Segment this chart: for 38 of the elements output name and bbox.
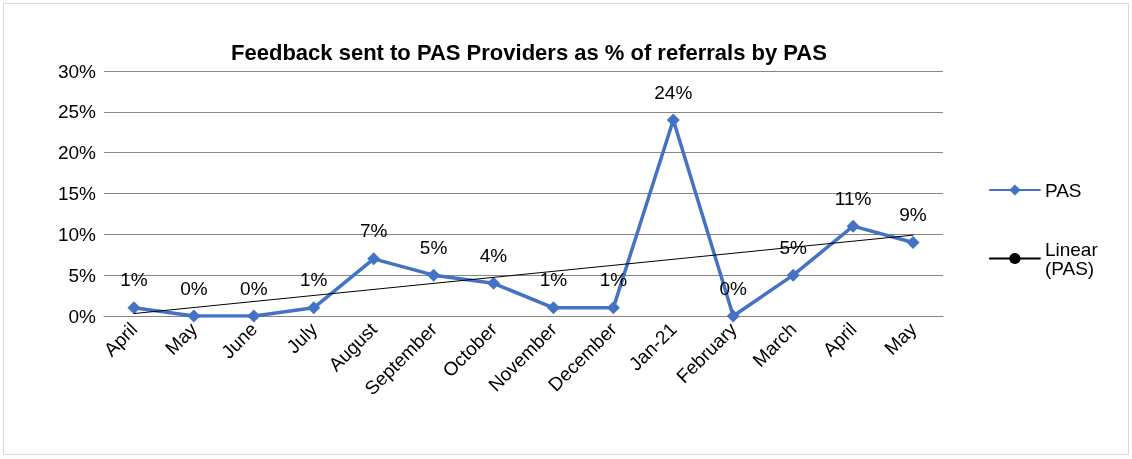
point xyxy=(127,301,141,315)
data-label: 1% xyxy=(300,269,328,291)
data-label: 1% xyxy=(120,269,148,291)
point xyxy=(606,301,620,315)
data-label: 7% xyxy=(359,220,388,242)
y-tick-label: 5% xyxy=(68,264,97,286)
y-tick-label: 30% xyxy=(57,60,97,82)
point xyxy=(666,113,680,127)
data-label: 1% xyxy=(539,269,568,291)
point xyxy=(906,236,920,249)
point xyxy=(247,309,261,323)
y-tick-label: 20% xyxy=(57,142,97,164)
data-label: 0% xyxy=(180,277,208,299)
chart-title: Feedback sent to PAS Providers as % of referrals by PAS xyxy=(231,39,827,65)
point xyxy=(726,309,740,323)
x-tick-label: May xyxy=(880,318,921,359)
data-label: 11% xyxy=(834,187,872,209)
legend-label: Linear (PAS) xyxy=(1044,238,1104,279)
data-label: 9% xyxy=(899,204,927,225)
y-tick-label: 15% xyxy=(57,183,97,204)
legend-label: PAS xyxy=(1044,179,1082,201)
y-tick-label: 25% xyxy=(57,101,97,123)
y-tick-label: 0% xyxy=(68,305,97,327)
x-tick-label: May xyxy=(161,318,202,359)
point xyxy=(487,276,501,290)
data-label: 24% xyxy=(654,81,693,103)
y-tick-label: 10% xyxy=(57,223,97,245)
point xyxy=(546,301,560,315)
point xyxy=(307,301,321,315)
data-label: 4% xyxy=(479,244,508,266)
point xyxy=(187,309,201,323)
point xyxy=(367,252,381,266)
x-tick-label: July xyxy=(282,318,322,358)
point xyxy=(427,268,441,282)
point xyxy=(786,268,800,282)
data-label: 0% xyxy=(240,277,268,299)
data-label: 5% xyxy=(419,236,448,258)
point xyxy=(846,219,860,233)
